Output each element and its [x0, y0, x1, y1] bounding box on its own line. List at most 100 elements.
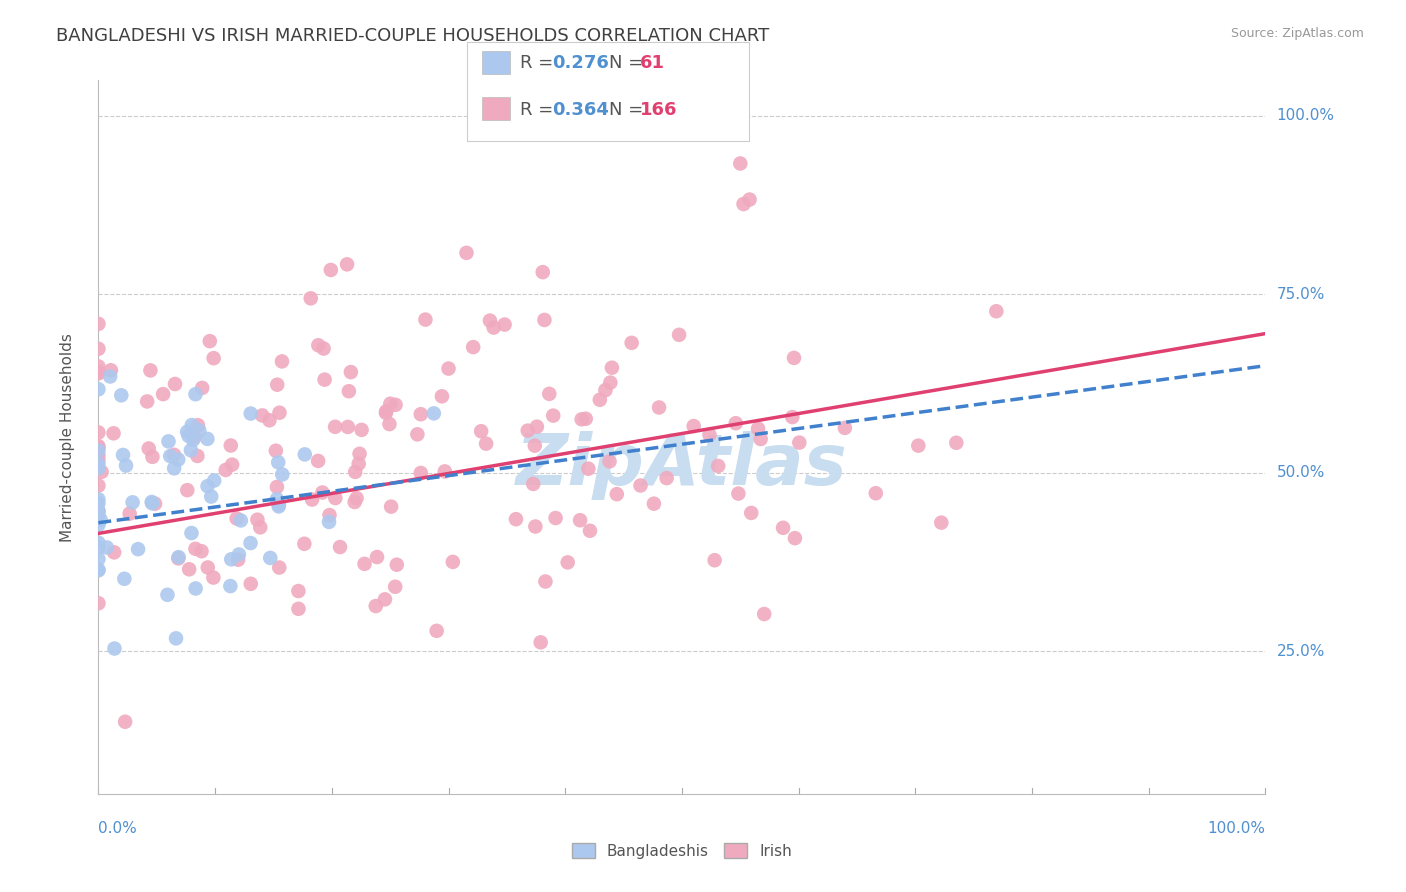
Point	[180, 526, 202, 541]
Point	[141, 450, 163, 464]
Point	[90, 465, 112, 479]
Point	[200, 490, 222, 504]
Point	[180, 418, 202, 433]
Point	[456, 245, 478, 260]
Point	[727, 486, 749, 500]
Point	[533, 313, 555, 327]
Point	[294, 447, 316, 461]
Point	[426, 624, 449, 638]
Point	[228, 548, 250, 562]
Text: BANGLADESHI VS IRISH MARRIED-COUPLE HOUSEHOLDS CORRELATION CHART: BANGLADESHI VS IRISH MARRIED-COUPLE HOUS…	[56, 27, 769, 45]
Point	[267, 498, 290, 512]
Legend: Bangladeshis, Irish: Bangladeshis, Irish	[565, 837, 799, 864]
Point	[184, 541, 207, 556]
Point	[526, 419, 548, 434]
Text: 166: 166	[640, 101, 678, 119]
Point	[87, 517, 110, 532]
Point	[571, 412, 593, 426]
Point	[176, 483, 198, 498]
Point	[163, 376, 186, 391]
Point	[87, 563, 110, 577]
Point	[986, 304, 1008, 318]
Point	[87, 461, 110, 475]
Point	[534, 574, 557, 589]
Point	[579, 524, 602, 538]
Point	[159, 449, 181, 463]
Point	[595, 383, 617, 397]
Point	[139, 363, 162, 377]
Point	[219, 552, 242, 566]
Point	[167, 551, 190, 566]
Point	[121, 495, 143, 509]
Point	[184, 582, 207, 596]
Text: N =: N =	[609, 101, 648, 119]
Point	[423, 406, 446, 420]
Point	[530, 635, 553, 649]
Point	[239, 576, 262, 591]
Point	[259, 413, 281, 427]
Point	[380, 500, 402, 514]
Y-axis label: Married-couple Households: Married-couple Households	[60, 333, 75, 541]
Point	[103, 426, 125, 441]
Point	[531, 265, 554, 279]
Point	[87, 596, 110, 610]
Point	[176, 425, 198, 439]
Text: 100.0%: 100.0%	[1208, 822, 1265, 836]
Point	[221, 458, 243, 472]
Point	[100, 363, 122, 377]
Point	[668, 327, 690, 342]
Point	[266, 492, 288, 507]
Text: R =: R =	[520, 101, 560, 119]
Point	[589, 392, 612, 407]
Point	[733, 197, 755, 211]
Point	[681, 111, 703, 125]
Point	[87, 541, 110, 555]
Point	[87, 535, 110, 549]
Point	[478, 313, 501, 327]
Point	[239, 536, 262, 550]
Point	[523, 439, 546, 453]
Point	[87, 441, 110, 455]
Point	[183, 430, 205, 444]
Point	[188, 424, 211, 438]
Point	[87, 342, 110, 356]
Point	[336, 257, 359, 271]
Point	[789, 435, 811, 450]
Point	[344, 465, 367, 479]
Point	[198, 334, 221, 348]
Point	[87, 367, 110, 381]
Point	[329, 540, 352, 554]
Point	[747, 422, 769, 436]
Point	[606, 487, 628, 501]
Point	[287, 584, 309, 599]
Point	[118, 507, 141, 521]
Point	[219, 579, 242, 593]
Point	[239, 407, 262, 421]
Text: Source: ZipAtlas.com: Source: ZipAtlas.com	[1230, 27, 1364, 40]
Text: 75.0%: 75.0%	[1277, 287, 1324, 301]
Point	[323, 491, 346, 505]
Point	[197, 560, 219, 574]
Point	[184, 387, 207, 401]
Point	[380, 397, 402, 411]
Point	[219, 438, 242, 452]
Point	[516, 424, 538, 438]
Point	[114, 714, 136, 729]
Point	[87, 457, 110, 471]
Point	[834, 421, 856, 435]
Point	[112, 572, 135, 586]
Point	[167, 452, 190, 467]
Point	[522, 477, 544, 491]
Point	[287, 602, 309, 616]
Text: 61: 61	[640, 54, 665, 72]
Point	[343, 495, 366, 509]
Point	[319, 263, 342, 277]
Point	[782, 410, 804, 425]
Point	[177, 429, 200, 443]
Point	[267, 500, 290, 514]
Point	[87, 508, 110, 523]
Point	[749, 432, 772, 446]
Point	[87, 317, 110, 331]
Point	[103, 545, 125, 559]
Point	[312, 342, 335, 356]
